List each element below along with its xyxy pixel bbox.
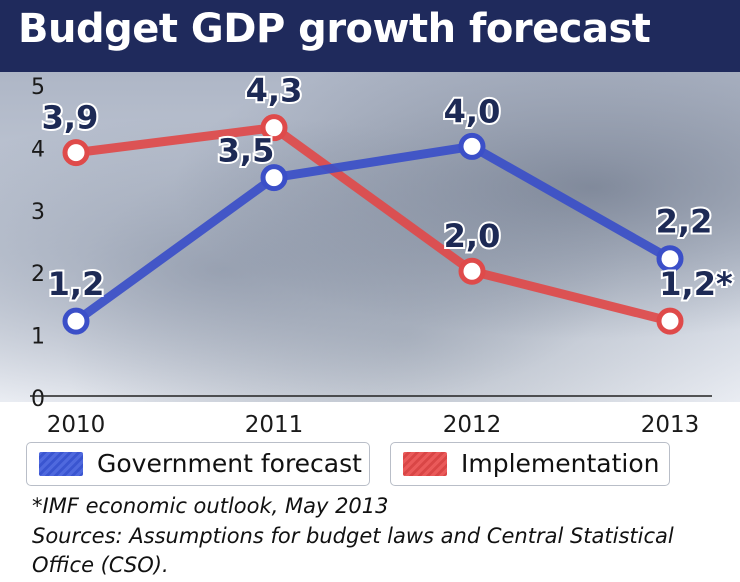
data-label-government: 3,5 (218, 132, 275, 170)
y-tick-label: 3 (31, 200, 45, 225)
data-label-implementation: 1,2* (659, 265, 733, 303)
title-bar: Budget GDP growth forecast (0, 0, 740, 72)
data-point-implementation (260, 114, 288, 142)
legend-item-implementation: Implementation (390, 442, 670, 486)
data-point-implementation (458, 257, 486, 285)
line-chart: 0 1 2 3 4 5 2010 2011 2012 2013 1,2 3,5 4,0 2,2 3,9 4,3… (30, 70, 735, 438)
x-tick-label: 2010 (47, 412, 106, 438)
data-label-implementation: 4,3 (246, 72, 303, 110)
y-tick-label: 2 (31, 262, 45, 287)
data-label-government: 1,2 (48, 265, 105, 303)
footnote-imf: *IMF economic outlook, May 2013 (32, 494, 389, 518)
data-point-government (458, 132, 486, 160)
data-point-government (260, 164, 288, 192)
data-point-implementation (62, 139, 90, 167)
legend-swatch-government (39, 452, 83, 476)
data-label-implementation: 2,0 (444, 217, 501, 255)
data-label-government: 2,2 (656, 203, 713, 241)
sources-line-1: Sources: Assumptions for budget laws and… (32, 524, 674, 548)
series-line-implementation (71, 123, 675, 326)
legend-label-implementation: Implementation (461, 449, 660, 478)
y-tick-label: 5 (31, 75, 45, 100)
data-point-implementation (656, 307, 684, 335)
data-point-government (656, 245, 684, 273)
x-tick-label: 2011 (245, 412, 304, 438)
data-point-government (62, 307, 90, 335)
y-tick-label: 1 (31, 325, 45, 350)
sources-line-2: Office (CSO). (32, 553, 169, 577)
legend-label-government: Government forecast (97, 449, 362, 478)
chart-title: Budget GDP growth forecast (18, 6, 651, 52)
series-line-government (71, 141, 675, 326)
y-tick-label: 0 (31, 387, 45, 412)
data-label-implementation: 3,9 (42, 99, 99, 137)
data-label-government: 4,0 (444, 92, 501, 130)
legend-swatch-implementation (403, 452, 447, 476)
y-tick-label: 4 (31, 137, 45, 162)
background-photo (0, 72, 740, 402)
legend-item-government-forecast: Government forecast (26, 442, 370, 486)
x-tick-label: 2012 (443, 412, 502, 438)
x-tick-label: 2013 (641, 412, 700, 438)
